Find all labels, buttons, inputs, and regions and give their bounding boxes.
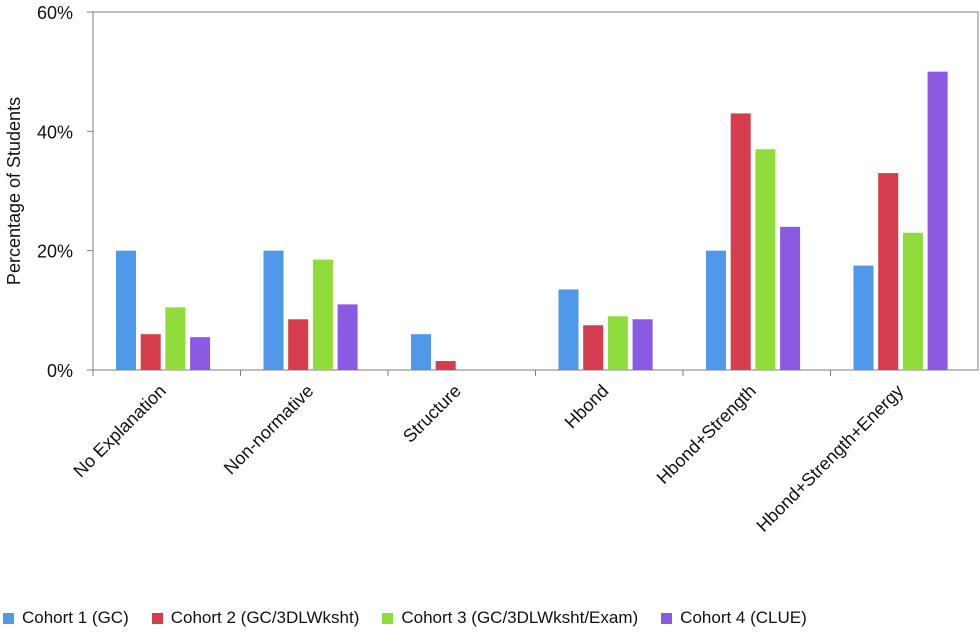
bar-chart: 0% 20% 40% 60% Percentage of Students No Expl…: [4, 3, 979, 536]
y-tick-label: 40%: [37, 122, 73, 142]
x-tick-label: No Explanation: [69, 381, 169, 481]
bar-1-hbond: [558, 289, 579, 370]
bar-3-hbond-strength-energy: [902, 232, 923, 370]
bar-2-structure: [435, 361, 456, 370]
bar-1-structure: [411, 334, 431, 370]
bar-2-hbond-strength: [730, 113, 751, 370]
bar-1-hbond-strength: [706, 250, 726, 370]
bar-2-no-explanation: [140, 334, 161, 370]
legend-label: Cohort 2 (GC/3DLWksht): [170, 608, 360, 627]
legend-swatch: [3, 612, 14, 624]
legend-entry: Cohort 1 (GC): [3, 608, 129, 628]
legend-entry: Cohort 3 (GC/3DLWksht/Exam): [382, 608, 638, 628]
bar-4-non-normative: [337, 304, 358, 370]
bar-2-non-normative: [288, 319, 309, 370]
legend-label: Cohort 4 (CLUE): [680, 608, 807, 627]
y-axis-label: Percentage of Students: [4, 97, 24, 285]
bar-1-no-explanation: [116, 250, 136, 370]
bar-4-hbond: [632, 319, 653, 370]
legend: Cohort 1 (GC) Cohort 2 (GC/3DLWksht) Cohor…: [0, 604, 980, 632]
bar-4-no-explanation: [190, 337, 211, 370]
bar-4-hbond-strength: [780, 226, 801, 370]
bar-3-no-explanation: [165, 307, 186, 370]
bar-1-non-normative: [263, 250, 284, 370]
legend-swatch: [382, 612, 394, 624]
legend-entry: Cohort 2 (GC/3DLWksht): [151, 608, 360, 628]
bar-2-hbond: [583, 325, 604, 370]
x-tick-label: Non-normative: [220, 381, 318, 479]
bar-3-hbond-strength: [755, 149, 776, 370]
x-tick-label: Hbond+Strength: [653, 381, 760, 488]
x-tick-label: Hbond: [561, 381, 613, 433]
legend-entry: Cohort 4 (CLUE): [661, 608, 807, 628]
legend-label: Cohort 3 (GC/3DLWksht/Exam): [401, 608, 639, 627]
bar-1-hbond-strength-energy: [853, 265, 874, 370]
axes-layer: [87, 11, 979, 376]
bar-3-non-normative: [312, 259, 333, 370]
bar-3-hbond: [607, 316, 628, 370]
legend-swatch: [151, 612, 163, 624]
legend-label: Cohort 1 (GC): [22, 608, 129, 627]
bars-layer: [116, 71, 948, 371]
y-tick-label: 20%: [37, 242, 73, 262]
bar-4-hbond-strength-energy: [927, 71, 948, 371]
y-tick-label: 60%: [37, 3, 73, 23]
x-tick-label: Structure: [399, 381, 465, 447]
plot-frame: [92, 11, 979, 371]
x-tick-label: Hbond+Strength+Energy: [752, 381, 907, 536]
legend-swatch: [661, 612, 673, 624]
y-tick-label: 0%: [47, 361, 73, 381]
bar-2-hbond-strength-energy: [878, 173, 899, 370]
